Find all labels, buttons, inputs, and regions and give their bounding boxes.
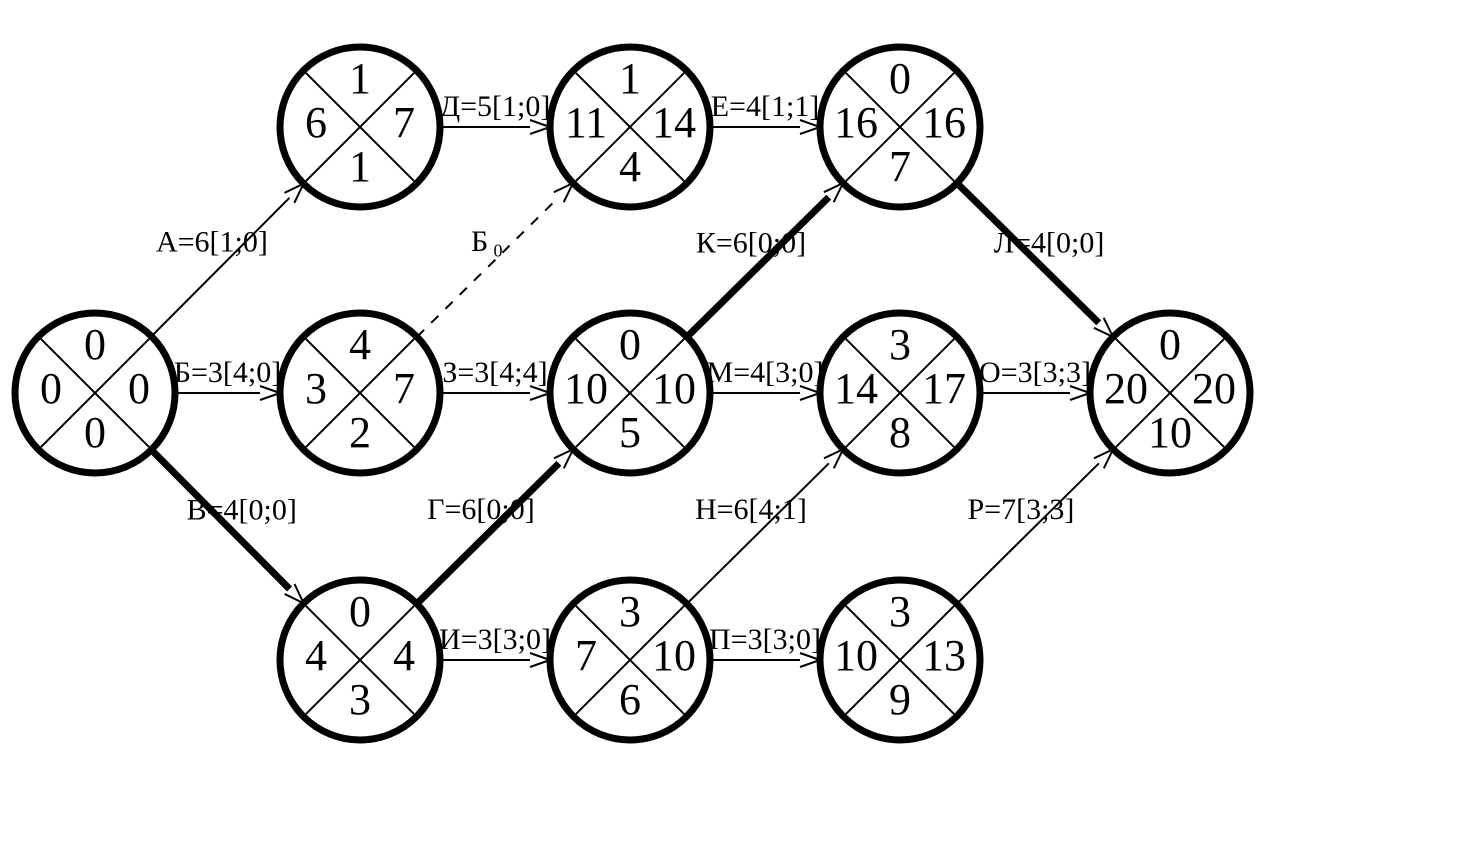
node-top: 0: [619, 320, 641, 369]
edge-label: Л=4[0;0]: [994, 227, 1105, 260]
node-right: 7: [393, 364, 415, 413]
edge: [687, 463, 829, 603]
node-bottom: 8: [889, 408, 911, 457]
node-left: 14: [834, 364, 878, 413]
edge-label: З=3[4;4]: [442, 356, 547, 389]
node: 43 72: [280, 313, 440, 473]
node-right: 17: [922, 364, 966, 413]
edge-label: М=4[3;0]: [707, 356, 824, 389]
node: 314 178: [820, 313, 980, 473]
node-top: 0: [889, 54, 911, 103]
node-bottom: 0: [84, 408, 106, 457]
edge-label: П=3[3;0]: [709, 623, 821, 656]
edge-label: О=3[3;3]: [979, 356, 1091, 389]
node-right: 7: [393, 98, 415, 147]
node-top: 1: [349, 54, 371, 103]
node-top: 3: [619, 587, 641, 636]
edge: [151, 198, 289, 336]
node-left: 6: [305, 98, 327, 147]
edge-label-sub: 0: [494, 240, 503, 260]
node-top: 0: [349, 587, 371, 636]
node-bottom: 6: [619, 675, 641, 724]
node-top: 3: [889, 587, 911, 636]
node-right: 13: [922, 631, 966, 680]
arrowhead: [554, 183, 573, 202]
edge: [687, 197, 829, 337]
edge-label: Е=4[1;1]: [711, 90, 820, 123]
node: 016 167: [820, 47, 980, 207]
node: 020 2010: [1090, 313, 1250, 473]
node-top: 0: [84, 320, 106, 369]
node-bottom: 7: [889, 142, 911, 191]
edge-label: А=6[1;0]: [156, 225, 268, 258]
node-top: 1: [619, 54, 641, 103]
node-left: 11: [565, 98, 607, 147]
edge: [417, 463, 559, 603]
node-right: 10: [652, 631, 696, 680]
node-left: 20: [1104, 364, 1148, 413]
node-left: 10: [564, 364, 608, 413]
node-bottom: 1: [349, 142, 371, 191]
edge-label: Б: [471, 225, 488, 258]
node-right: 16: [922, 98, 966, 147]
edge-label: Б=3[4;0]: [174, 356, 281, 389]
edge-label: И=3[3;0]: [439, 623, 551, 656]
node-bottom: 9: [889, 675, 911, 724]
edge-label: К=6[0;0]: [696, 227, 806, 260]
node-bottom: 2: [349, 408, 371, 457]
node: 37 106: [550, 580, 710, 740]
edge-label: Д=5[1;0]: [440, 90, 551, 123]
node-left: 7: [575, 631, 597, 680]
node: 1671: [280, 47, 440, 207]
node-left: 3: [305, 364, 327, 413]
node: 0000: [15, 313, 175, 473]
node-bottom: 3: [349, 675, 371, 724]
node-right: 4: [393, 631, 415, 680]
node-bottom: 4: [619, 142, 641, 191]
node-bottom: 10: [1148, 408, 1192, 457]
node-left: 16: [834, 98, 878, 147]
node-right: 14: [652, 98, 696, 147]
node-left: 0: [40, 364, 62, 413]
node: 111144: [550, 47, 710, 207]
node-left: 4: [305, 631, 327, 680]
edge-label: Г=6[0;0]: [427, 493, 535, 526]
node-top: 3: [889, 320, 911, 369]
node-bottom: 5: [619, 408, 641, 457]
node: 310 139: [820, 580, 980, 740]
node-right: 10: [652, 364, 696, 413]
node-right: 0: [128, 364, 150, 413]
network-diagram: А=6[1;0]Б=3[4;0]В=4[0;0]Д=5[1;0]Б0З=3[4;…: [0, 0, 1473, 848]
edge-label: Р=7[3;3]: [967, 493, 1074, 526]
edge-label: Н=6[4;1]: [695, 493, 807, 526]
node-top: 0: [1159, 320, 1181, 369]
node: 010 105: [550, 313, 710, 473]
edge: [957, 463, 1099, 603]
node-top: 4: [349, 320, 371, 369]
node-left: 10: [834, 631, 878, 680]
edge-label: В=4[0;0]: [187, 493, 297, 526]
node-right: 20: [1192, 364, 1236, 413]
node: 04 43: [280, 580, 440, 740]
edge: [417, 197, 559, 337]
